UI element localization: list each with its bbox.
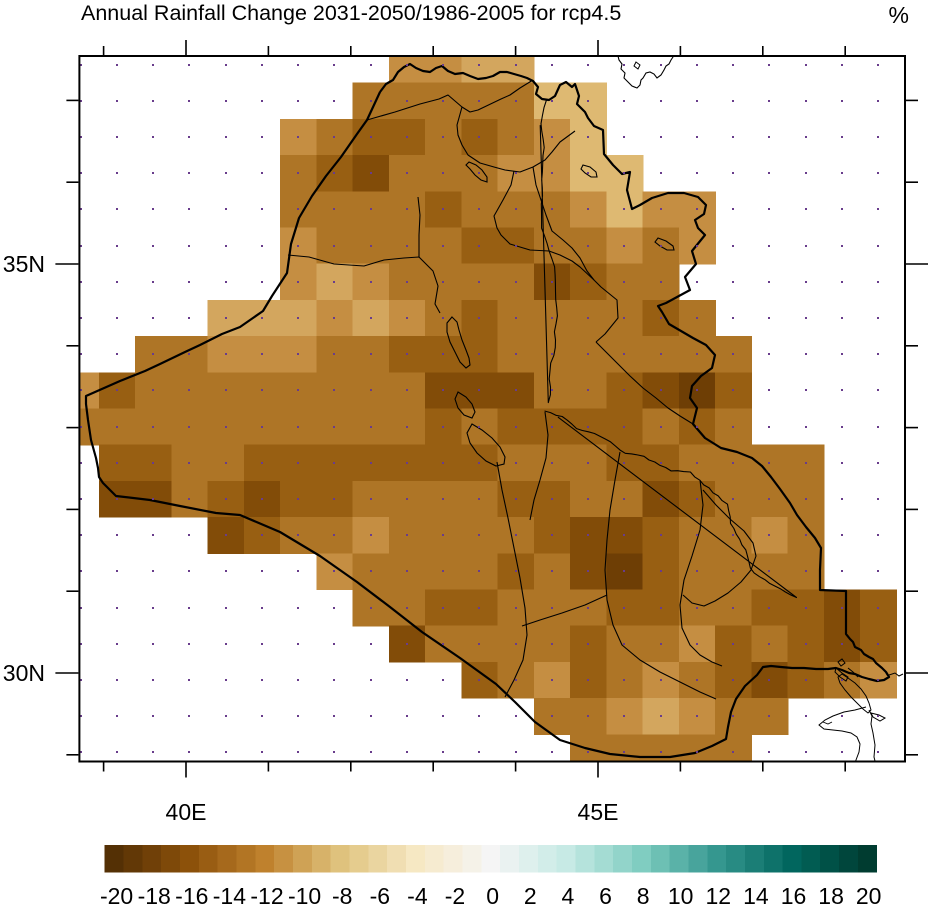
svg-text:-12: -12 — [250, 883, 283, 909]
svg-text:2: 2 — [524, 883, 537, 909]
svg-text:-20: -20 — [100, 883, 133, 909]
svg-text:-14: -14 — [213, 883, 246, 909]
svg-text:%: % — [889, 2, 909, 28]
svg-text:30N: 30N — [3, 660, 45, 686]
svg-text:45E: 45E — [578, 799, 619, 825]
svg-text:18: 18 — [818, 883, 844, 909]
svg-text:4: 4 — [562, 883, 575, 909]
svg-text:20: 20 — [856, 883, 882, 909]
svg-text:0: 0 — [486, 883, 499, 909]
svg-text:Annual Rainfall Change 2031-20: Annual Rainfall Change 2031-2050/1986-20… — [81, 1, 621, 25]
svg-text:-16: -16 — [175, 883, 208, 909]
svg-text:35N: 35N — [3, 251, 45, 277]
svg-text:-2: -2 — [445, 883, 465, 909]
svg-text:-6: -6 — [370, 883, 390, 909]
svg-text:16: 16 — [781, 883, 807, 909]
svg-text:8: 8 — [637, 883, 650, 909]
svg-text:14: 14 — [743, 883, 769, 909]
svg-text:-4: -4 — [407, 883, 428, 909]
svg-text:-18: -18 — [138, 883, 171, 909]
svg-text:12: 12 — [706, 883, 732, 909]
svg-text:6: 6 — [599, 883, 612, 909]
svg-text:10: 10 — [668, 883, 694, 909]
svg-text:40E: 40E — [166, 799, 207, 825]
svg-text:-8: -8 — [332, 883, 352, 909]
svg-text:-10: -10 — [288, 883, 321, 909]
